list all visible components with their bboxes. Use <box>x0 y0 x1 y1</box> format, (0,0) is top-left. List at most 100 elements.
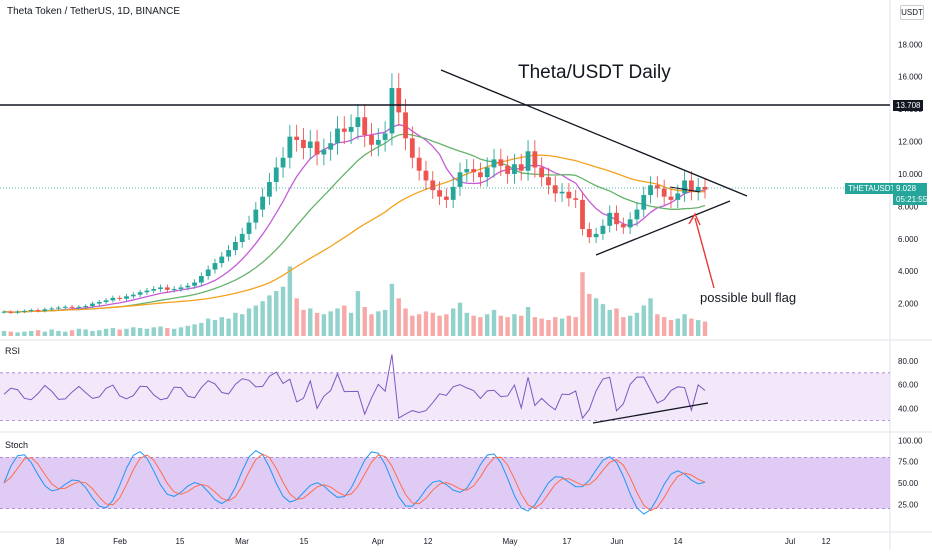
candle-body <box>239 233 245 243</box>
volume-bar <box>641 305 646 336</box>
time-tick-label: 18 <box>56 537 65 546</box>
volume-bar <box>90 330 95 336</box>
candle-body <box>491 159 497 168</box>
candle-body <box>28 310 34 312</box>
currency-badge[interactable]: USDT <box>900 5 924 20</box>
last-price-tag: 9.028 <box>893 183 927 194</box>
volume-bar <box>369 314 374 336</box>
volume-bar <box>328 311 333 336</box>
candle-body <box>416 157 422 171</box>
time-tick-label: 17 <box>563 537 572 546</box>
volume-bar <box>634 312 640 336</box>
bull-flag-annotation: possible bull flag <box>700 290 797 305</box>
volume-bar <box>185 325 190 336</box>
candle-body <box>124 296 129 299</box>
volume-bar <box>117 329 122 336</box>
candle-body <box>478 172 483 178</box>
volume-bar <box>8 331 14 336</box>
candle-body <box>443 196 449 200</box>
time-tick-label: Mar <box>235 537 249 546</box>
price-tick-label: 12.000 <box>898 138 923 147</box>
price-tick-label: 2.000 <box>898 300 919 309</box>
volume-bar <box>110 328 116 336</box>
volume-bar <box>607 309 612 336</box>
volume-bar <box>587 293 592 336</box>
volume-bar <box>274 291 279 336</box>
volume-bar <box>226 318 231 336</box>
volume-bar <box>682 314 687 336</box>
annotation-arrow <box>694 217 715 289</box>
candle-body <box>35 310 41 312</box>
volume-bar <box>287 266 293 336</box>
volume-bar <box>342 305 347 336</box>
candle-body <box>654 185 660 189</box>
candle-body <box>69 306 75 308</box>
volume-bar <box>614 308 619 336</box>
candle-body <box>505 165 511 174</box>
volume-bar <box>151 327 156 336</box>
candle-body <box>22 310 27 312</box>
candle-body <box>552 185 558 194</box>
volume-bar <box>621 317 626 336</box>
volume-bar <box>505 317 510 336</box>
volume-bar <box>35 330 41 336</box>
volume-bar <box>655 314 660 336</box>
volume-bar <box>171 328 177 336</box>
candle-body <box>641 195 647 210</box>
candle-body <box>688 180 694 192</box>
flag-line <box>669 186 701 193</box>
candle-body <box>62 306 68 308</box>
volume-bar <box>464 312 469 336</box>
candle-body <box>164 287 170 290</box>
volume-bar <box>566 315 572 336</box>
candle-body <box>301 139 306 149</box>
volume-bar <box>240 314 245 336</box>
stoch-d-line <box>3 453 706 512</box>
price-tick-label: 8.000 <box>898 202 919 211</box>
volume-bar <box>410 315 415 336</box>
volume-bar <box>668 320 674 336</box>
candle-body <box>627 219 633 228</box>
candle-body <box>76 306 82 308</box>
candle-body <box>280 157 286 168</box>
time-tick-label: Jun <box>611 537 624 546</box>
volume-bar <box>593 298 599 336</box>
stoch-tick-label: 100.00 <box>898 436 923 445</box>
time-tick-label: Jul <box>785 537 795 546</box>
volume-bar <box>382 309 388 336</box>
volume-bar <box>178 327 184 336</box>
volume-bar <box>450 308 456 336</box>
volume-bar <box>1 330 7 336</box>
candle-body <box>226 250 231 257</box>
candle-body <box>423 170 429 181</box>
volume-bar <box>308 308 313 336</box>
volume-bar <box>423 311 429 336</box>
candle-body <box>634 209 640 220</box>
candle-body <box>546 177 551 186</box>
candle-body <box>1 311 7 313</box>
volume-bar <box>301 309 306 336</box>
candle-body <box>682 180 687 194</box>
candle-body <box>198 276 204 283</box>
candle-body <box>437 190 442 197</box>
price-tick-label: 10.000 <box>898 170 923 179</box>
candle-body <box>205 269 211 277</box>
candle-body <box>532 151 538 168</box>
volume-bar <box>396 298 401 336</box>
candle-body <box>178 287 184 290</box>
symbol-header: Theta Token / TetherUS, 1D, BINANCE <box>7 6 181 17</box>
candle-body <box>471 169 477 173</box>
volume-bar <box>532 317 538 336</box>
candle-body <box>668 196 674 200</box>
volume-bar <box>137 328 143 336</box>
stoch-tick-label: 50.00 <box>898 479 919 488</box>
volume-bar <box>362 307 367 336</box>
volume-bar <box>355 291 361 336</box>
candle-body <box>430 180 436 191</box>
time-tick-label: Apr <box>372 537 385 546</box>
candle-body <box>593 233 599 238</box>
descending-trendline <box>440 69 748 197</box>
candle-body <box>307 141 313 149</box>
